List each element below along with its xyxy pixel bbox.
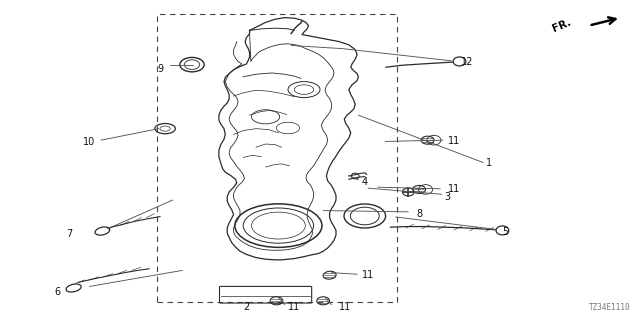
Text: 11: 11 xyxy=(448,184,460,195)
Text: 12: 12 xyxy=(461,57,473,68)
Text: 5: 5 xyxy=(502,227,509,237)
Text: FR.: FR. xyxy=(551,17,573,34)
Text: TZ34E1110: TZ34E1110 xyxy=(589,303,630,312)
Text: 7: 7 xyxy=(66,228,72,239)
Text: 4: 4 xyxy=(362,177,368,188)
Bar xyxy=(157,14,397,302)
Text: 8: 8 xyxy=(416,209,422,220)
Text: 3: 3 xyxy=(445,192,451,202)
Text: 2: 2 xyxy=(243,301,250,312)
Text: 9: 9 xyxy=(157,64,163,74)
Text: 11: 11 xyxy=(448,136,460,146)
Text: 10: 10 xyxy=(83,137,95,148)
Text: 1: 1 xyxy=(486,158,493,168)
Text: 11: 11 xyxy=(339,301,351,312)
Text: 11: 11 xyxy=(288,301,300,312)
Text: 6: 6 xyxy=(54,287,61,297)
Text: 11: 11 xyxy=(362,270,374,280)
